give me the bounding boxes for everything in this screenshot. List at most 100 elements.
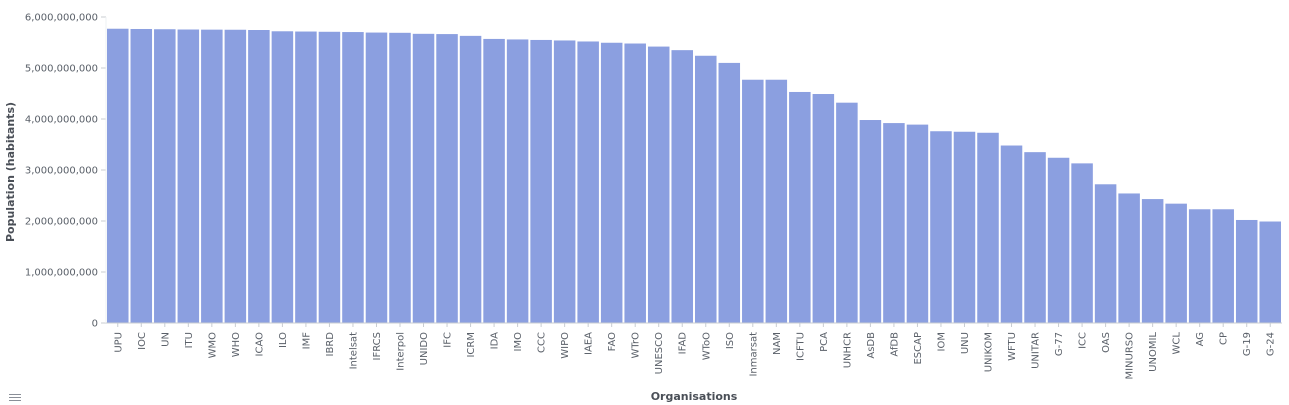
x-tick-label: ICFTU	[795, 332, 806, 361]
x-tick-label: UNOMIL	[1148, 332, 1159, 372]
bar-icrm[interactable]	[459, 35, 482, 324]
bar-ioc[interactable]	[130, 28, 153, 324]
x-tick-label: UNIKOM	[984, 332, 995, 372]
bar-afdb[interactable]	[883, 123, 905, 323]
bar-un[interactable]	[154, 29, 176, 324]
x-tick-label: IOM	[936, 332, 947, 351]
bar-iaea[interactable]	[577, 41, 599, 323]
x-tick-label: IMO	[513, 332, 524, 352]
bar-ag[interactable]	[1188, 209, 1211, 323]
x-tick-label: OAS	[1101, 332, 1112, 353]
bar-who[interactable]	[224, 29, 247, 323]
x-tick-label: WHO	[231, 332, 242, 357]
bar-icc[interactable]	[1071, 163, 1093, 323]
bar-wcl[interactable]	[1165, 203, 1187, 323]
y-tick-label: 0	[92, 319, 98, 330]
y-axis: 0 1,000,000,000 2,000,000,000 3,000,000,000…	[25, 13, 107, 330]
y-axis-title: Population (habitants)	[4, 102, 17, 242]
y-tick-label: 5,000,000,000	[25, 64, 98, 75]
x-tick-label: G-24	[1266, 332, 1277, 356]
bar-imf[interactable]	[295, 31, 317, 324]
bar-unikom[interactable]	[977, 132, 999, 323]
bar-unitar[interactable]	[1024, 152, 1046, 323]
bar-unu[interactable]	[953, 131, 976, 323]
bar-oas[interactable]	[1094, 184, 1117, 323]
bar-wtro[interactable]	[624, 43, 646, 324]
bar-upu[interactable]	[107, 28, 129, 323]
bar-wftu[interactable]	[1000, 145, 1023, 323]
bar-unesco[interactable]	[647, 46, 670, 323]
bar-unomil[interactable]	[1141, 199, 1164, 323]
bar-ccc[interactable]	[530, 39, 552, 323]
bar-inmarsat[interactable]	[742, 79, 764, 323]
x-tick-label: ICRM	[466, 332, 477, 358]
bar-ida[interactable]	[483, 38, 505, 324]
x-tick-label: ILO	[278, 332, 289, 348]
bar-cp[interactable]	[1212, 209, 1234, 323]
bar-ibrd[interactable]	[318, 31, 341, 323]
x-tick-label: MINURSO	[1125, 332, 1136, 380]
x-tick-label: IFRCS	[372, 332, 383, 360]
y-tick-label: 3,000,000,000	[25, 166, 98, 177]
x-tick-label: AfDB	[889, 332, 900, 357]
bar-unhcr[interactable]	[836, 102, 858, 324]
bar-g-24[interactable]	[1259, 221, 1281, 323]
bar-icao[interactable]	[248, 30, 270, 323]
x-tick-label: NAM	[772, 332, 783, 355]
x-tick-label: UPU	[113, 332, 124, 353]
bar-imo[interactable]	[506, 39, 529, 323]
x-tick-label: IFC	[443, 332, 454, 348]
bar-unido[interactable]	[412, 33, 435, 323]
x-tick-label: WTrO	[631, 332, 642, 359]
bar-intelsat[interactable]	[342, 32, 364, 324]
x-tick-label: UNESCO	[654, 332, 665, 374]
bar-wipo[interactable]	[553, 40, 576, 324]
x-tick-label: IBRD	[325, 332, 336, 357]
bar-iso[interactable]	[718, 62, 741, 324]
x-tick-label: ICC	[1078, 332, 1089, 349]
x-tick-label: ICAO	[254, 332, 265, 357]
x-tick-label: CCC	[537, 332, 548, 353]
x-tick-label: IMF	[301, 332, 312, 350]
bar-group	[107, 28, 1281, 324]
x-tick-label: AsDB	[866, 332, 877, 359]
x-tick-label: UNU	[960, 332, 971, 354]
bar-g-77[interactable]	[1047, 157, 1070, 323]
x-tick-label: IFAD	[678, 332, 689, 355]
x-tick-label: Inmarsat	[748, 332, 759, 377]
bar-escap[interactable]	[906, 124, 929, 323]
bar-wmo[interactable]	[201, 29, 223, 324]
x-tick-label: IOC	[137, 332, 148, 350]
x-tick-label: ISO	[725, 332, 736, 349]
x-tick-label: IAEA	[584, 332, 595, 355]
bar-iom[interactable]	[930, 131, 952, 323]
y-tick-label: 2,000,000,000	[25, 217, 98, 228]
x-tick-label: Intelsat	[348, 332, 359, 369]
x-tick-label: ITU	[184, 332, 195, 348]
bar-wtoo[interactable]	[695, 55, 717, 323]
bar-minurso[interactable]	[1118, 193, 1140, 323]
x-axis: UPU IOC UN ITU WMO WHO ICAO ILO IMF IBRD Intelsat I…	[113, 323, 1277, 380]
bar-icftu[interactable]	[789, 91, 811, 323]
y-tick-label: 1,000,000,000	[25, 268, 98, 279]
x-tick-label: CP	[1219, 332, 1230, 345]
bar-nam[interactable]	[765, 79, 788, 323]
x-tick-label: IDA	[490, 332, 501, 349]
bar-ifc[interactable]	[436, 34, 458, 323]
bar-fao[interactable]	[600, 42, 623, 323]
x-tick-label: WIPO	[560, 332, 571, 359]
x-tick-label: UNHCR	[842, 332, 853, 368]
y-tick-label: 6,000,000,000	[25, 13, 98, 24]
x-tick-label: ESCAP	[913, 332, 924, 365]
list-icon[interactable]	[9, 394, 21, 403]
bar-g-19[interactable]	[1235, 219, 1258, 323]
bar-ifad[interactable]	[671, 50, 693, 324]
bar-ilo[interactable]	[271, 31, 294, 324]
bar-itu[interactable]	[177, 29, 200, 324]
bar-interpol[interactable]	[389, 32, 411, 324]
bar-asdb[interactable]	[859, 120, 882, 324]
bar-pca[interactable]	[812, 94, 835, 323]
bar-ifrcs[interactable]	[365, 32, 388, 324]
x-tick-label: G-77	[1054, 332, 1065, 356]
